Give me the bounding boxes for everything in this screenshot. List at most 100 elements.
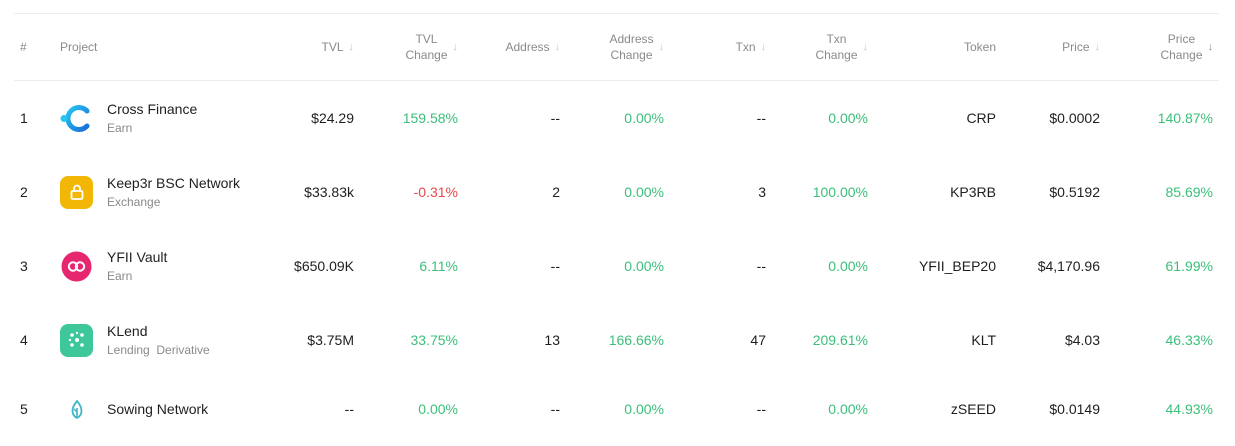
project-category: Earn — [107, 269, 133, 283]
column-header-address-change-label: Address Change — [609, 31, 653, 63]
table-row[interactable]: 5 Sowing Network — [14, 377, 1219, 441]
tvl-change-cell: 159.58% — [402, 110, 458, 126]
token-cell: YFII_BEP20 — [918, 258, 996, 274]
yfii-logo-icon — [60, 250, 93, 283]
price-cell: $0.5192 — [1049, 184, 1100, 200]
address-cell: -- — [550, 110, 560, 126]
price-change-cell: 140.87% — [1157, 110, 1213, 126]
project-name[interactable]: YFII Vault — [107, 249, 168, 265]
table-row[interactable]: 1 — [14, 81, 1219, 156]
project-cell[interactable]: KLend Lending Derivative — [54, 303, 262, 377]
project-name[interactable]: KLend — [107, 323, 148, 339]
sort-arrow-icon[interactable]: ↓ — [554, 40, 561, 53]
column-header-address[interactable]: Address ↓ — [464, 14, 566, 81]
column-header-tvl[interactable]: TVL ↓ — [262, 14, 360, 81]
column-header-price-change[interactable]: Price Change ↓ — [1106, 14, 1219, 81]
column-header-price-change-label: Price Change — [1160, 31, 1202, 63]
txn-change-cell: 209.61% — [812, 332, 868, 348]
sort-arrow-icon[interactable]: ↓ — [760, 40, 767, 53]
txn-change-cell: 100.00% — [812, 184, 868, 200]
price-cell: $4.03 — [1064, 332, 1100, 348]
sort-arrow-icon[interactable]: ↓ — [452, 40, 459, 53]
project-category: Exchange — [107, 195, 161, 209]
address-cell: 13 — [544, 332, 560, 348]
column-header-token: Token — [874, 14, 1002, 81]
sort-arrow-icon[interactable]: ↓ — [658, 40, 665, 53]
klend-logo-icon — [60, 323, 93, 357]
project-category: Lending Derivative — [107, 343, 210, 357]
column-header-txn[interactable]: Txn ↓ — [670, 14, 772, 81]
header-line-1: Address — [609, 32, 654, 46]
project-cell[interactable]: Sowing Network — [54, 377, 262, 441]
rank-cell: 4 — [20, 332, 28, 348]
price-change-cell: 46.33% — [1165, 332, 1213, 348]
project-name[interactable]: Keep3r BSC Network — [107, 175, 241, 191]
column-header-project: Project — [54, 14, 262, 81]
rank-cell: 5 — [20, 401, 28, 417]
project-cell[interactable]: YFII Vault Earn — [54, 229, 262, 303]
tvl-cell: $33.83k — [304, 184, 354, 200]
tvl-change-cell: 0.00% — [418, 401, 458, 417]
project-name[interactable]: Sowing Network — [107, 401, 209, 417]
header-line-2: Change — [610, 48, 653, 62]
header-line-1: Price — [1167, 32, 1196, 46]
projects-table: # Project TVL ↓ TVL Change — [14, 14, 1219, 441]
txn-cell: -- — [756, 110, 766, 126]
price-change-cell: 61.99% — [1165, 258, 1213, 274]
header-line-2: Change — [815, 48, 858, 62]
column-header-address-label: Address — [505, 40, 550, 54]
table-row[interactable]: 3 YFII Vault Earn — [14, 229, 1219, 303]
sort-arrow-active-icon[interactable]: ↓ — [1207, 40, 1214, 53]
lock-logo-icon — [60, 175, 93, 209]
tvl-cell: -- — [344, 401, 354, 417]
tvl-change-cell: 6.11% — [419, 258, 458, 274]
project-cell[interactable]: Keep3r BSC Network Exchange — [54, 155, 262, 229]
price-change-cell: 44.93% — [1165, 401, 1213, 417]
price-cell: $0.0149 — [1049, 401, 1100, 417]
address-change-cell: 0.00% — [624, 401, 664, 417]
address-change-cell: 0.00% — [624, 184, 664, 200]
column-header-price-label: Price — [1062, 40, 1090, 54]
address-change-cell: 0.00% — [624, 258, 664, 274]
column-header-tvl-change-label: TVL Change — [405, 31, 447, 63]
txn-cell: -- — [756, 258, 766, 274]
tvl-cell: $3.75M — [307, 332, 354, 348]
rank-cell: 2 — [20, 184, 28, 200]
column-header-price[interactable]: Price ↓ — [1002, 14, 1106, 81]
column-header-token-label: Token — [963, 40, 996, 54]
header-line-2: Change — [405, 48, 448, 62]
sprout-logo-icon — [60, 393, 93, 426]
tvl-change-cell: 33.75% — [410, 332, 458, 348]
token-cell: KLT — [971, 332, 996, 348]
project-cell[interactable]: Cross Finance Earn — [54, 81, 262, 156]
project-name[interactable]: Cross Finance — [107, 101, 198, 117]
header-line-2: Change — [1160, 48, 1203, 62]
sort-arrow-icon[interactable]: ↓ — [862, 40, 869, 53]
column-header-txn-change[interactable]: Txn Change ↓ — [772, 14, 874, 81]
rank-cell: 3 — [20, 258, 28, 274]
column-header-project-label: Project — [60, 40, 98, 54]
address-cell: 2 — [552, 184, 560, 200]
address-cell: -- — [550, 401, 560, 417]
column-header-address-change[interactable]: Address Change ↓ — [566, 14, 670, 81]
sort-arrow-icon[interactable]: ↓ — [348, 40, 355, 53]
column-header-tvl-change[interactable]: TVL Change ↓ — [360, 14, 464, 81]
column-header-rank-label: # — [20, 40, 27, 54]
sort-arrow-icon[interactable]: ↓ — [1094, 40, 1101, 53]
column-header-tvl-label: TVL — [321, 40, 344, 54]
tvl-cell: $24.29 — [311, 110, 354, 126]
price-cell: $0.0002 — [1049, 110, 1100, 126]
txn-cell: 3 — [758, 184, 766, 200]
table-row[interactable]: 2 Keep3r BSC Network Exchange — [14, 155, 1219, 229]
token-cell: KP3RB — [950, 184, 996, 200]
token-cell: zSEED — [950, 401, 996, 417]
top-divider — [14, 13, 1219, 14]
header-line-1: TVL — [415, 32, 438, 46]
table-row[interactable]: 4 — [14, 303, 1219, 377]
column-header-txn-label: Txn — [735, 40, 756, 54]
tvl-cell: $650.09K — [294, 258, 354, 274]
header-line-1: Txn — [826, 32, 847, 46]
column-header-txn-change-label: Txn Change — [815, 31, 857, 63]
txn-cell: 47 — [750, 332, 766, 348]
